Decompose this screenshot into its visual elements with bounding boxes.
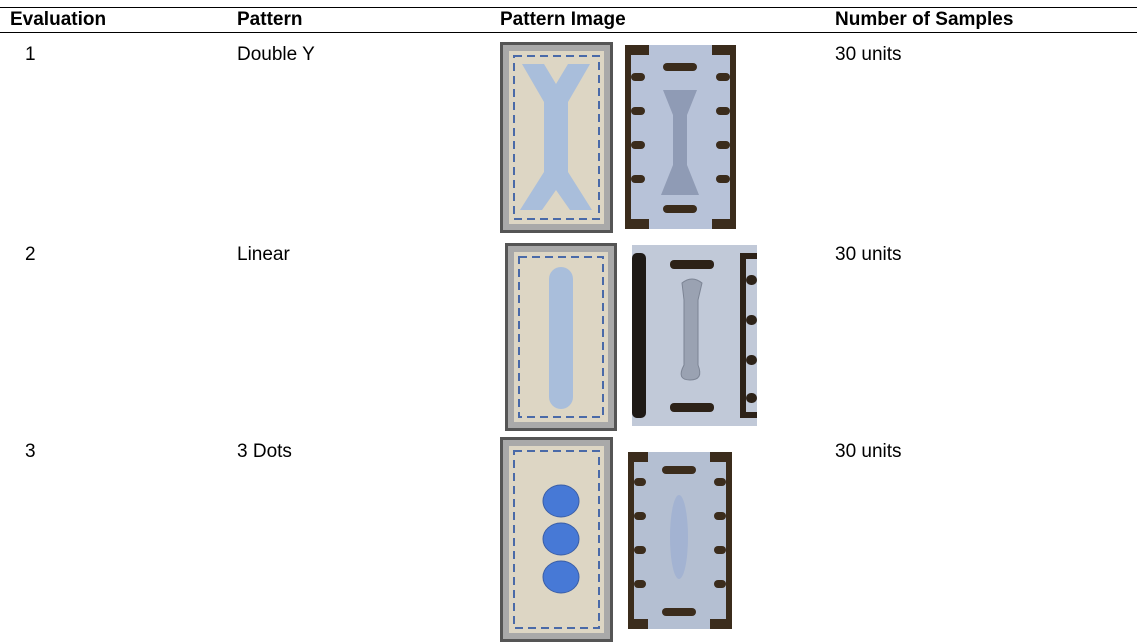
pattern-cell: Double Y — [237, 44, 315, 65]
pattern-schematic — [505, 243, 617, 431]
header-rule — [0, 32, 1137, 33]
table-top-rule — [0, 7, 1137, 8]
header-cell: Pattern — [237, 9, 303, 30]
pattern-cell: 3 Dots — [237, 441, 292, 462]
pattern-photo — [628, 452, 732, 629]
header-cell: Number of Samples — [835, 9, 1014, 30]
evaluation-cell: 2 — [25, 244, 36, 265]
pattern-schematic — [500, 42, 613, 233]
evaluation-cell: 3 — [25, 441, 36, 462]
pattern-schematic — [500, 437, 613, 642]
pattern-photo — [632, 245, 757, 426]
samples-cell: 30 units — [835, 441, 902, 462]
header-cell: Evaluation — [10, 9, 107, 30]
evaluation-cell: 1 — [25, 44, 36, 65]
samples-cell: 30 units — [835, 44, 902, 65]
pattern-cell: Linear — [237, 244, 290, 265]
header-cell: Pattern Image — [500, 9, 626, 30]
pattern-photo — [625, 45, 736, 229]
samples-cell: 30 units — [835, 244, 902, 265]
